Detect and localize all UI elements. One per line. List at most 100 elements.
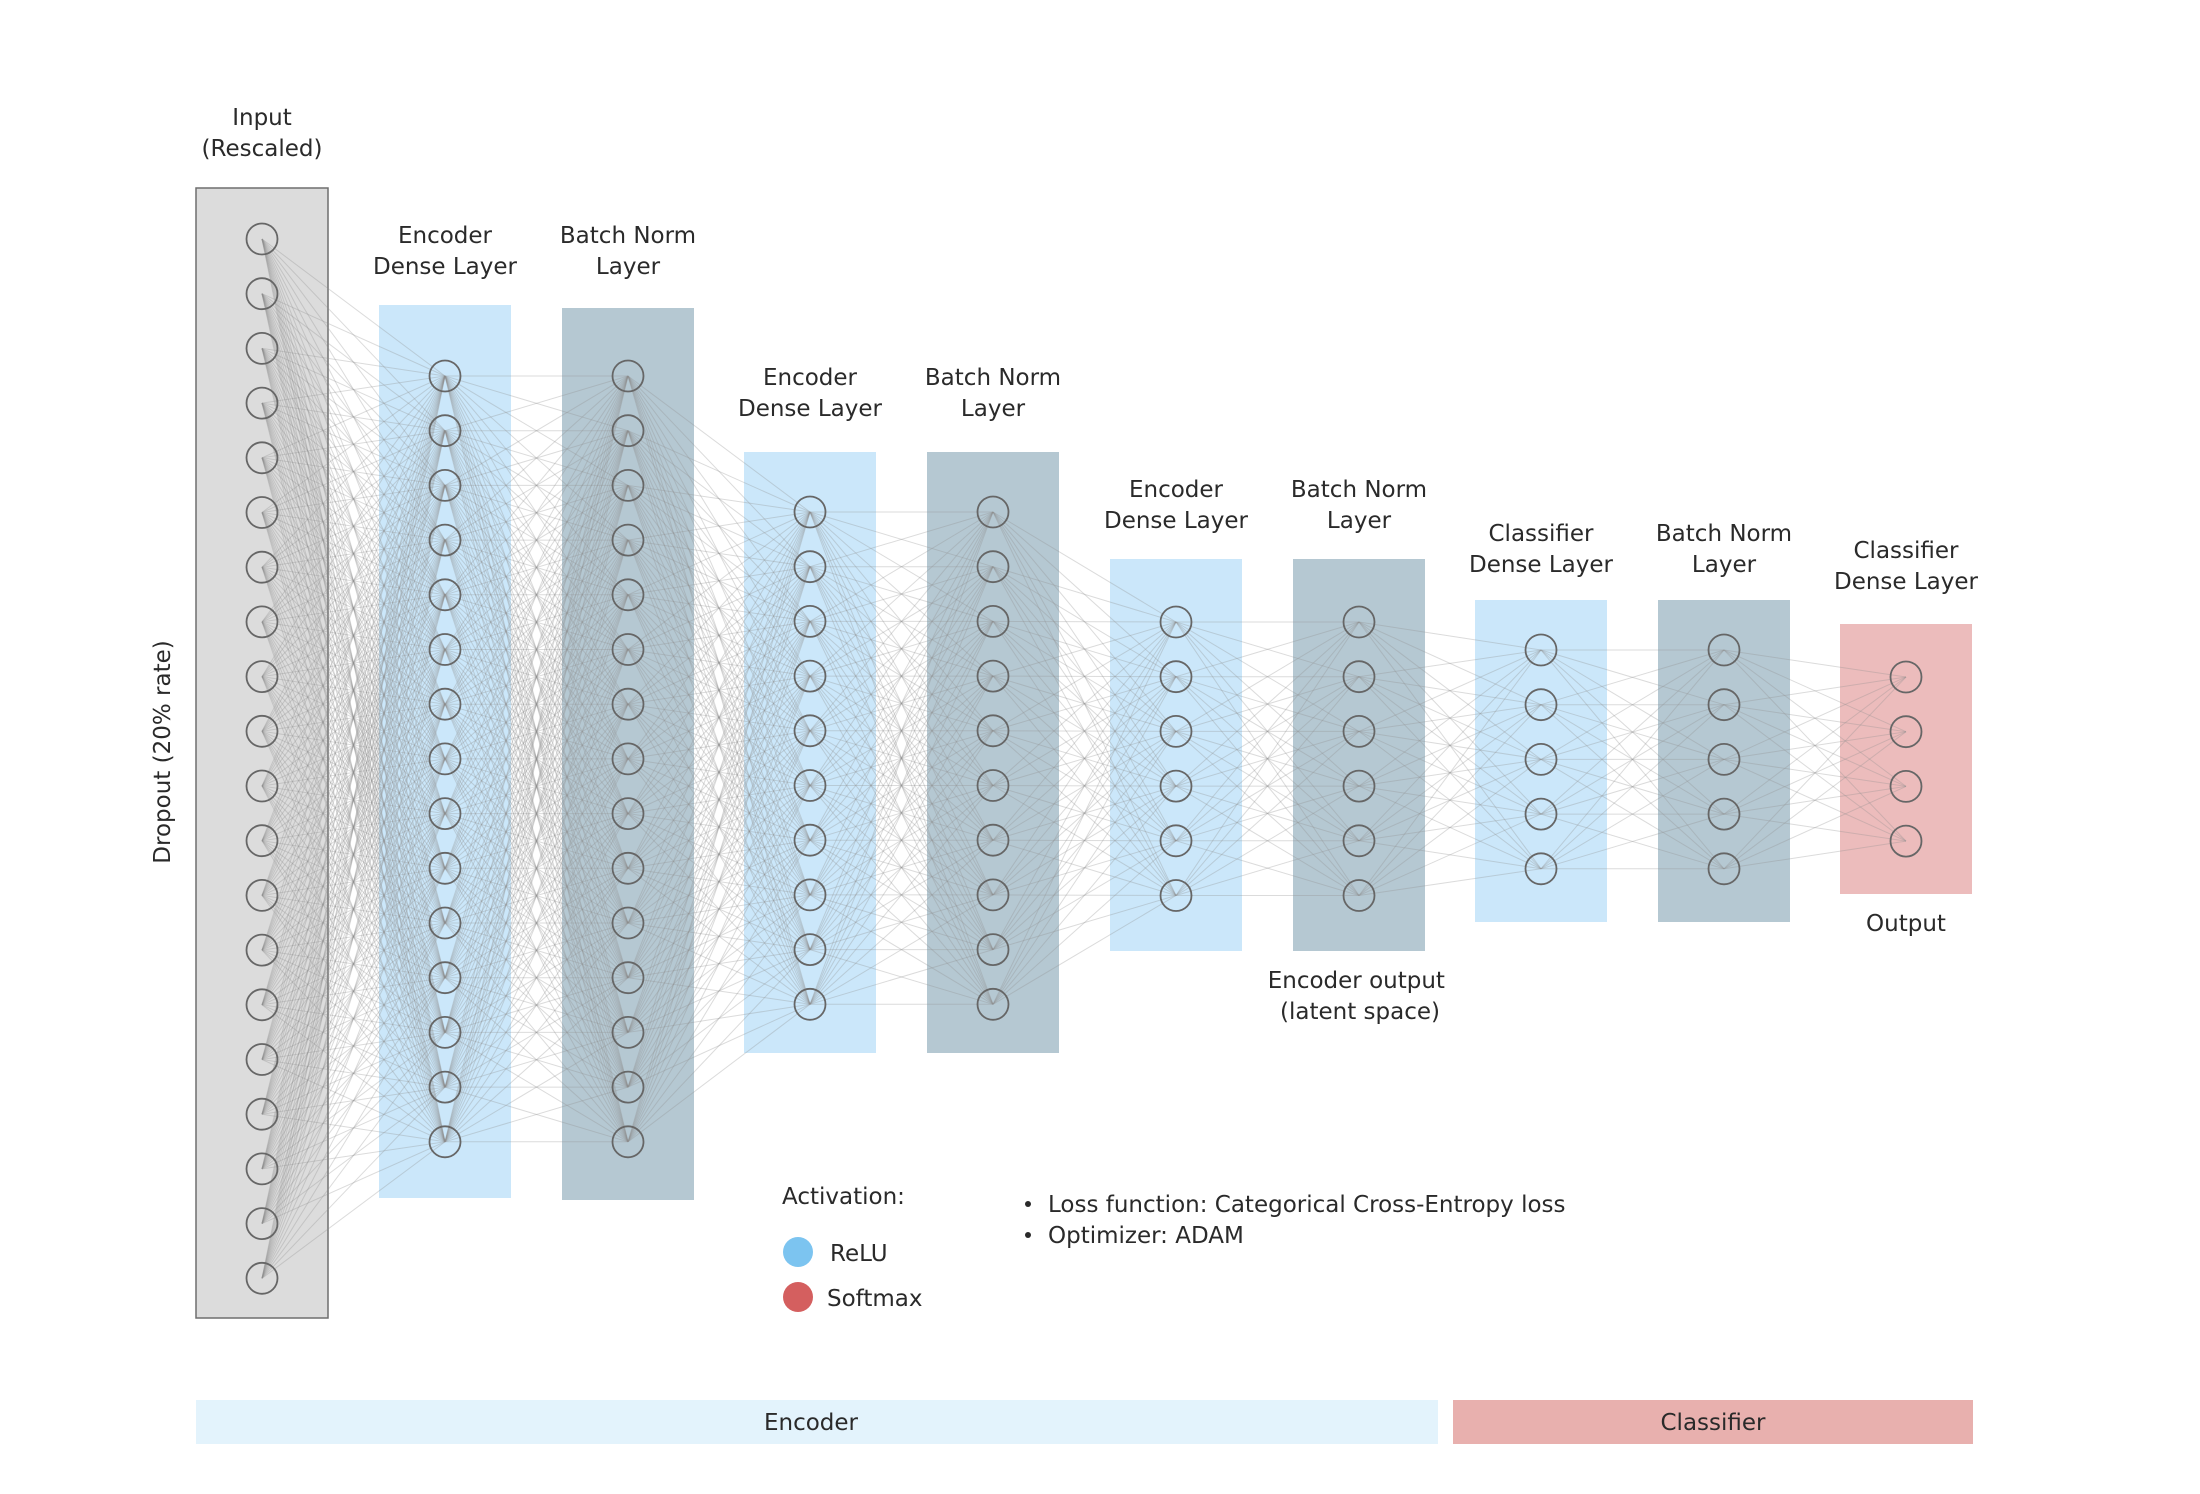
connection-line — [1723, 676, 1907, 706]
connection-line — [444, 813, 629, 869]
connection-line — [809, 566, 994, 622]
connection-line — [444, 594, 629, 1088]
connection-line — [992, 785, 1177, 842]
connection-line — [261, 621, 446, 924]
neuron-node — [1707, 633, 1741, 667]
connection-line — [444, 485, 629, 650]
connection-line — [261, 922, 446, 1115]
connection-line — [261, 238, 446, 541]
layer-box-batchnorm — [562, 308, 694, 1200]
connection-line — [627, 813, 811, 896]
connection-line — [261, 347, 446, 486]
connection-line — [992, 511, 1177, 896]
connection-line — [1358, 785, 1542, 815]
connection-line — [1358, 758, 1542, 896]
connection-line — [261, 704, 446, 1224]
connections — [261, 238, 1907, 1279]
connection-line — [261, 348, 446, 1088]
connection-line — [992, 676, 1177, 950]
connection-line — [261, 293, 446, 924]
connection-line — [444, 375, 629, 814]
connection-line — [1358, 621, 1542, 870]
layer-box-dense — [1110, 559, 1242, 951]
connection-line — [261, 758, 446, 1060]
connection-line — [261, 238, 446, 869]
connection-line — [444, 649, 629, 869]
connection-line — [809, 620, 994, 732]
connection-line — [261, 485, 446, 1279]
connection-line — [627, 539, 811, 1005]
connection-line — [1358, 621, 1542, 706]
connection-line — [444, 375, 629, 1033]
connection-line — [627, 649, 811, 896]
connection-line — [809, 785, 994, 1005]
latent-label-line-1: Encoder output — [1268, 968, 1445, 994]
connection-line — [444, 539, 629, 760]
connection-line — [444, 430, 629, 924]
neuron-node — [1159, 660, 1193, 694]
neuron-node — [1707, 797, 1741, 831]
connection-line — [261, 485, 446, 1170]
layer-title-line: Encoder — [398, 223, 493, 249]
connection-line — [1175, 621, 1360, 678]
connection-line — [444, 703, 629, 978]
layer-title-line: Classifier — [1854, 538, 1960, 564]
connection-line — [992, 621, 1177, 842]
connection-line — [1175, 621, 1360, 896]
connection-line — [261, 840, 446, 1088]
connection-line — [444, 977, 629, 1143]
neuron-node — [428, 797, 462, 830]
neuron-node — [1524, 743, 1558, 776]
connection-line — [627, 785, 811, 924]
connection-line — [992, 675, 1177, 896]
connection-line — [1358, 676, 1542, 706]
connection-line — [992, 895, 1177, 951]
connection-line — [261, 730, 446, 869]
connection-line — [627, 730, 811, 924]
connection-line — [809, 511, 994, 677]
connection-line — [444, 977, 629, 1088]
connection-line — [261, 813, 446, 951]
neuron-node — [611, 523, 645, 557]
connection-line — [261, 539, 446, 1060]
connection-line — [444, 594, 629, 869]
connection-line — [1723, 785, 1907, 870]
connection-line — [261, 649, 446, 842]
connection-line — [444, 430, 629, 1088]
connection-line — [1175, 730, 1360, 787]
connection-line — [1358, 649, 1542, 787]
connection-line — [627, 730, 811, 869]
neuron-node — [428, 359, 462, 393]
connection-line — [627, 430, 811, 841]
connection-line — [261, 949, 446, 979]
connection-line — [992, 730, 1177, 786]
connection-line — [261, 402, 446, 924]
softmax-legend-label: Softmax — [827, 1286, 923, 1312]
connection-line — [444, 1031, 629, 1143]
connection-line — [1540, 704, 1725, 815]
connection-line — [444, 375, 629, 705]
connection-line — [261, 484, 446, 623]
neuron-node — [976, 605, 1010, 638]
connection-line — [809, 511, 994, 622]
connection-line — [261, 1004, 446, 1088]
connection-line — [627, 511, 811, 596]
connection-line — [444, 375, 629, 760]
connection-line — [1175, 785, 1360, 896]
connection-line — [444, 430, 629, 869]
connection-line — [444, 758, 629, 1143]
connection-line — [261, 512, 446, 1142]
connection-line — [444, 430, 629, 596]
connection-line — [261, 785, 446, 1088]
connection-line — [992, 621, 1177, 732]
connection-line — [809, 839, 994, 896]
connection-line — [261, 457, 446, 705]
connection-line — [261, 1086, 446, 1115]
neuron-node — [428, 414, 462, 448]
connection-line — [627, 566, 811, 814]
connection-line — [1358, 704, 1542, 896]
connection-line — [627, 375, 811, 677]
layer-title: Encoder Dense Layer — [1104, 477, 1249, 534]
neuron-node — [428, 906, 462, 940]
connection-line — [444, 375, 629, 760]
